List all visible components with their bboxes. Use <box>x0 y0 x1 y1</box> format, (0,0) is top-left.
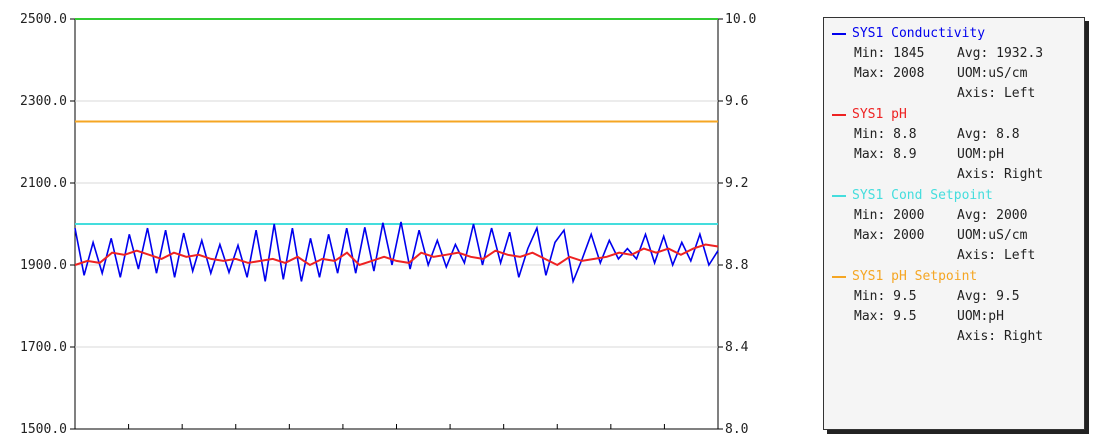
x-axis-ticks <box>128 424 665 429</box>
left-axis: 2500.0 2300.0 2100.0 1900.0 1700.0 1500.0 <box>20 12 75 437</box>
legend-max: Max: 2000 <box>854 228 925 243</box>
legend-swatch <box>832 33 846 35</box>
left-axis-label: 2500.0 <box>20 12 67 27</box>
sys1-ph-line <box>74 243 719 267</box>
legend-stat-row: Min: 2000 Avg: 2000 <box>832 206 1087 226</box>
legend-spacer <box>832 165 957 185</box>
legend-entry: SYS1 pH Min: 8.8 Avg: 8.8 Max: 8.9 UOM:pH Axi… <box>832 105 1087 185</box>
legend-stat-row: Max: 9.5 UOM:pH <box>832 307 1087 327</box>
legend-stat-row: Max: 2000 UOM:uS/cm <box>832 226 1087 246</box>
legend-entry-header: SYS1 pH <box>832 105 1087 125</box>
left-axis-label: 2100.0 <box>20 176 67 191</box>
legend-stat-row: Min: 9.5 Avg: 9.5 <box>832 287 1087 307</box>
legend-spacer <box>832 327 957 347</box>
legend-min: Min: 1845 <box>854 46 925 61</box>
legend-avg: Avg: 1932.3 <box>957 46 1044 61</box>
right-axis-label: 8.8 <box>725 258 748 273</box>
legend-entry: SYS1 Cond Setpoint Min: 2000 Avg: 2000 Max:… <box>832 186 1087 266</box>
legend-axis: Axis: Right <box>957 329 1044 344</box>
legend-panel: SYS1 Conductivity Min: 1845 Avg: 1932.3 Max… <box>823 17 1085 430</box>
legend-uom: UOM:uS/cm <box>957 228 1028 243</box>
legend-uom: UOM:pH <box>957 309 1004 324</box>
right-axis-label: 10.0 <box>725 12 756 27</box>
legend-series-name: SYS1 pH Setpoint <box>852 269 978 284</box>
legend-stat-row: Min: 8.8 Avg: 8.8 <box>832 125 1087 145</box>
legend-max: Max: 9.5 <box>854 309 917 324</box>
legend-max: Max: 8.9 <box>854 147 917 162</box>
left-axis-label: 2300.0 <box>20 94 67 109</box>
legend-avg: Avg: 8.8 <box>957 127 1020 142</box>
legend-series-name: SYS1 Cond Setpoint <box>852 188 993 203</box>
legend-spacer <box>832 246 957 266</box>
legend-series-name: SYS1 Conductivity <box>852 26 986 41</box>
legend-max: Max: 2008 <box>854 66 925 81</box>
legend-entry-header: SYS1 Cond Setpoint <box>832 186 1087 206</box>
legend-swatch <box>832 195 846 197</box>
sys1-conductivity-line <box>74 221 719 285</box>
legend-spacer <box>832 84 957 104</box>
legend-avg: Avg: 9.5 <box>957 289 1020 304</box>
left-axis-label: 1900.0 <box>20 258 67 273</box>
legend-series-name: SYS1 pH <box>852 107 907 122</box>
legend-swatch <box>832 114 846 116</box>
series-layer <box>74 18 719 285</box>
right-axis-label: 8.0 <box>725 422 748 437</box>
legend-entry: SYS1 pH Setpoint Min: 9.5 Avg: 9.5 Max: 9.5… <box>832 267 1087 347</box>
legend-stat-row: Max: 2008 UOM:uS/cm <box>832 64 1087 84</box>
legend-axis: Axis: Left <box>957 86 1036 101</box>
left-axis-label: 1700.0 <box>20 340 67 355</box>
grid <box>75 100 718 348</box>
right-axis-label: 9.2 <box>725 176 748 191</box>
right-axis-label: 9.6 <box>725 94 748 109</box>
legend-stat-row: Axis: Left <box>832 84 1087 104</box>
legend-uom: UOM:pH <box>957 147 1004 162</box>
legend-stat-row: Axis: Right <box>832 327 1087 347</box>
legend-entry-header: SYS1 pH Setpoint <box>832 267 1087 287</box>
legend-stat-row: Min: 1845 Avg: 1932.3 <box>832 44 1087 64</box>
legend-swatch <box>832 276 846 278</box>
legend-stat-row: Axis: Left <box>832 246 1087 266</box>
right-axis: 10.0 9.6 9.2 8.8 8.4 8.0 <box>718 12 756 437</box>
legend-min: Min: 2000 <box>854 208 925 223</box>
legend-axis: Axis: Left <box>957 248 1036 263</box>
left-axis-label: 1500.0 <box>20 422 67 437</box>
legend-axis: Axis: Right <box>957 167 1044 182</box>
legend-min: Min: 8.8 <box>854 127 917 142</box>
legend-stat-row: Max: 8.9 UOM:pH <box>832 145 1087 165</box>
right-axis-label: 8.4 <box>725 340 749 355</box>
legend-stat-row: Axis: Right <box>832 165 1087 185</box>
legend-min: Min: 9.5 <box>854 289 917 304</box>
legend-avg: Avg: 2000 <box>957 208 1028 223</box>
legend-uom: UOM:uS/cm <box>957 66 1028 81</box>
legend-entry-header: SYS1 Conductivity <box>832 24 1087 44</box>
legend-entry: SYS1 Conductivity Min: 1845 Avg: 1932.3 Max… <box>832 24 1087 104</box>
